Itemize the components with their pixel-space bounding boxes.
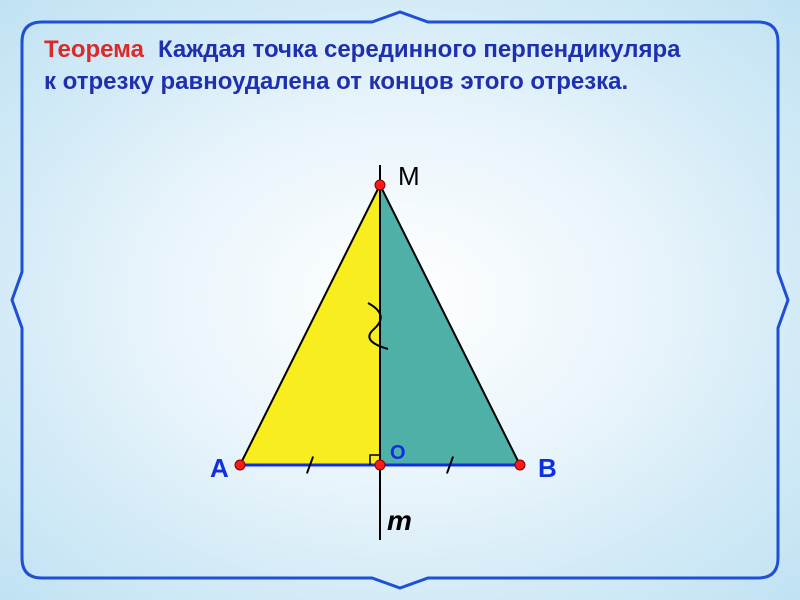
theorem-lead: Теорема xyxy=(44,36,144,63)
theorem-body-line2: к отрезку равноудалена от концов этого о… xyxy=(44,68,628,95)
geometry-diagram: А В О Mm xyxy=(180,145,620,565)
theorem-heading: Теорема Каждая точка серединного перпенди… xyxy=(44,34,756,99)
label-a: А xyxy=(210,453,229,483)
label-m: m xyxy=(387,505,412,536)
label-b: В xyxy=(538,453,557,483)
point-a xyxy=(235,460,245,470)
label-o: О xyxy=(390,442,406,464)
label-m: M xyxy=(398,161,420,191)
slide-content: Теорема Каждая точка серединного перпенди… xyxy=(0,0,800,600)
point-m xyxy=(375,180,385,190)
theorem-body-line1: Каждая точка серединного перпендикуляра xyxy=(158,36,681,63)
point-b xyxy=(515,460,525,470)
point-o xyxy=(375,460,385,470)
